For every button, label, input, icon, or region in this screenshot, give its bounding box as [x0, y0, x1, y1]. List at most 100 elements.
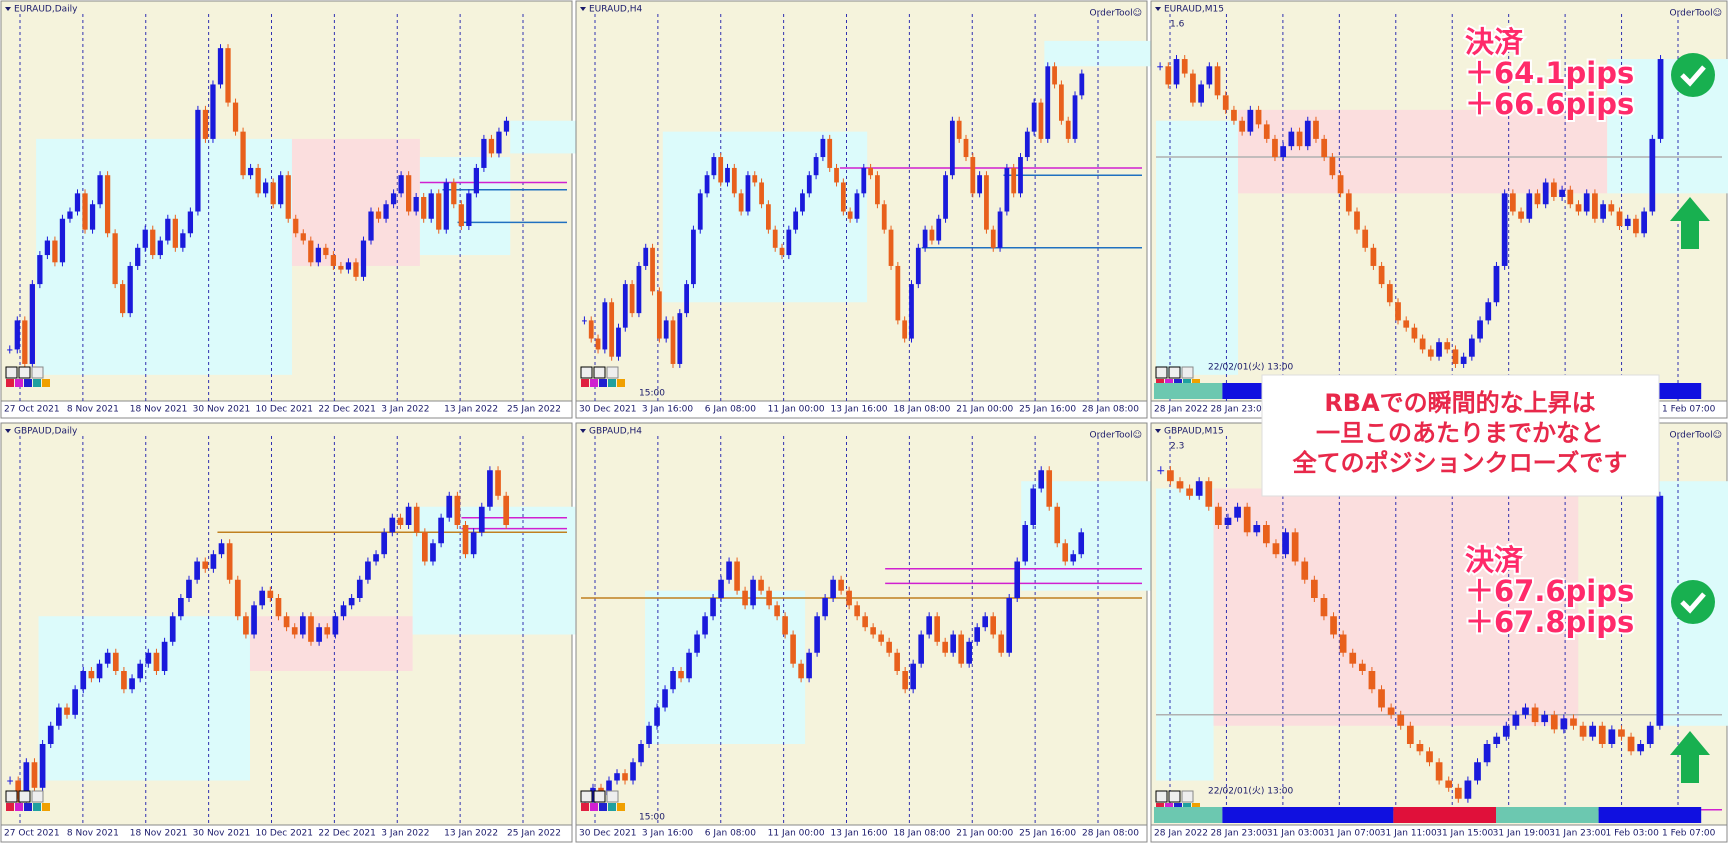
tool-icon	[1155, 366, 1168, 379]
candle-body	[602, 302, 608, 350]
candle-body	[1386, 284, 1393, 303]
x-tick-label: 30 Nov 2021	[193, 405, 251, 415]
x-tick-label: 30 Dec 2021	[579, 405, 637, 415]
candle-body	[1038, 102, 1044, 139]
order-tool-label: OrderTool☺	[1670, 8, 1722, 19]
candle-body	[104, 652, 111, 664]
candle-body	[421, 532, 428, 562]
candle-body	[650, 247, 655, 292]
candle-body	[878, 634, 884, 642]
x-tick-label: 31 Jan 11:00	[1380, 829, 1437, 839]
candle-body	[285, 175, 291, 219]
candle-body	[1616, 211, 1623, 227]
candle-body	[373, 554, 379, 562]
candle-body	[462, 525, 469, 555]
candle-body	[390, 193, 397, 205]
zone	[1156, 488, 1214, 781]
x-tick-label: 10 Dec 2021	[256, 829, 314, 839]
x-tick-label: 10 Dec 2021	[256, 405, 314, 415]
tool-icon	[593, 366, 606, 379]
order-tool-label: OrderTool☺	[1670, 430, 1722, 441]
x-tick-label: 28 Jan 23:00	[1210, 829, 1267, 839]
candle-body	[958, 634, 964, 664]
candle-body	[742, 590, 748, 606]
candle-body	[389, 517, 396, 533]
symbol-marker	[5, 7, 11, 11]
symbol-title: GBPAUD,M15	[1164, 427, 1224, 437]
tool-icon	[1168, 366, 1181, 379]
zone	[38, 616, 250, 781]
tool-icon	[31, 366, 44, 379]
candle-body	[1022, 525, 1029, 562]
x-tick-label: 3 Jan 16:00	[642, 405, 694, 415]
symbol-marker	[1155, 429, 1161, 433]
check-mark	[1680, 592, 1706, 614]
x-tick-label: 13 Jan 2022	[444, 405, 498, 415]
candle-body	[1337, 175, 1344, 194]
session-bar	[1154, 383, 1223, 399]
candle-body	[888, 229, 894, 266]
color-swatch	[581, 379, 589, 387]
color-swatch	[599, 379, 607, 387]
candle-body	[1567, 189, 1574, 205]
candle-body	[1234, 506, 1241, 518]
candle-body	[473, 167, 480, 194]
candle-body	[1416, 744, 1424, 752]
zone	[1021, 481, 1158, 591]
session-bar	[1598, 807, 1702, 823]
tool-icon	[5, 790, 18, 803]
candle-body	[315, 247, 321, 263]
candle-body	[89, 204, 96, 230]
candle-body	[232, 102, 239, 132]
candle-body	[609, 302, 615, 357]
candle-body	[37, 255, 43, 285]
candle-body	[694, 634, 700, 653]
check-mark	[1680, 65, 1706, 87]
candle-body	[29, 284, 35, 364]
candle-body	[630, 762, 636, 781]
x-tick-label: 25 Jan 2022	[507, 405, 561, 415]
candle-body	[830, 579, 836, 598]
time-label: 15:00	[639, 389, 665, 399]
candle-body	[1004, 167, 1010, 212]
x-tick-label: 27 Oct 2021	[4, 405, 60, 415]
candle-body	[622, 284, 628, 328]
zone	[662, 131, 868, 303]
candle-body	[654, 707, 660, 726]
x-tick-label: 6 Jan 08:00	[705, 405, 757, 415]
candle-body	[338, 265, 344, 270]
x-tick-label: 1 Feb 07:00	[1662, 405, 1716, 415]
candle-body	[838, 579, 844, 591]
candle-body	[503, 495, 510, 525]
candle-body	[758, 579, 764, 591]
candle-body	[984, 175, 989, 230]
candle-body	[943, 175, 948, 219]
x-tick-label: 31 Jan 19:00	[1493, 829, 1550, 839]
candle-body	[64, 707, 70, 715]
candle-body	[1550, 714, 1558, 730]
lot-size: 1.6	[1170, 20, 1185, 30]
candle-body	[1378, 689, 1385, 708]
x-tick-label: 3 Jan 16:00	[642, 829, 694, 839]
candle-body	[300, 616, 306, 635]
candle-body	[1646, 725, 1654, 744]
candle-body	[1579, 725, 1587, 737]
candle-body	[1046, 470, 1053, 507]
candle-body	[1330, 616, 1337, 635]
candle-body	[846, 590, 852, 606]
candle-body	[1512, 714, 1520, 726]
session-bar	[1393, 807, 1496, 823]
candle-body	[308, 240, 314, 263]
candle-body	[145, 652, 152, 664]
candle-body	[283, 616, 290, 628]
candle-body	[1222, 95, 1229, 110]
x-tick-label: 27 Oct 2021	[4, 829, 60, 839]
up-arrow	[1670, 197, 1710, 249]
candle-body	[137, 663, 144, 679]
candle-body	[1321, 138, 1328, 158]
candle-body	[120, 284, 126, 314]
candle-body	[451, 182, 457, 205]
candle-body	[1518, 211, 1524, 219]
symbol-title: EURAUD,Daily	[14, 5, 78, 15]
check-icon	[1671, 53, 1715, 97]
